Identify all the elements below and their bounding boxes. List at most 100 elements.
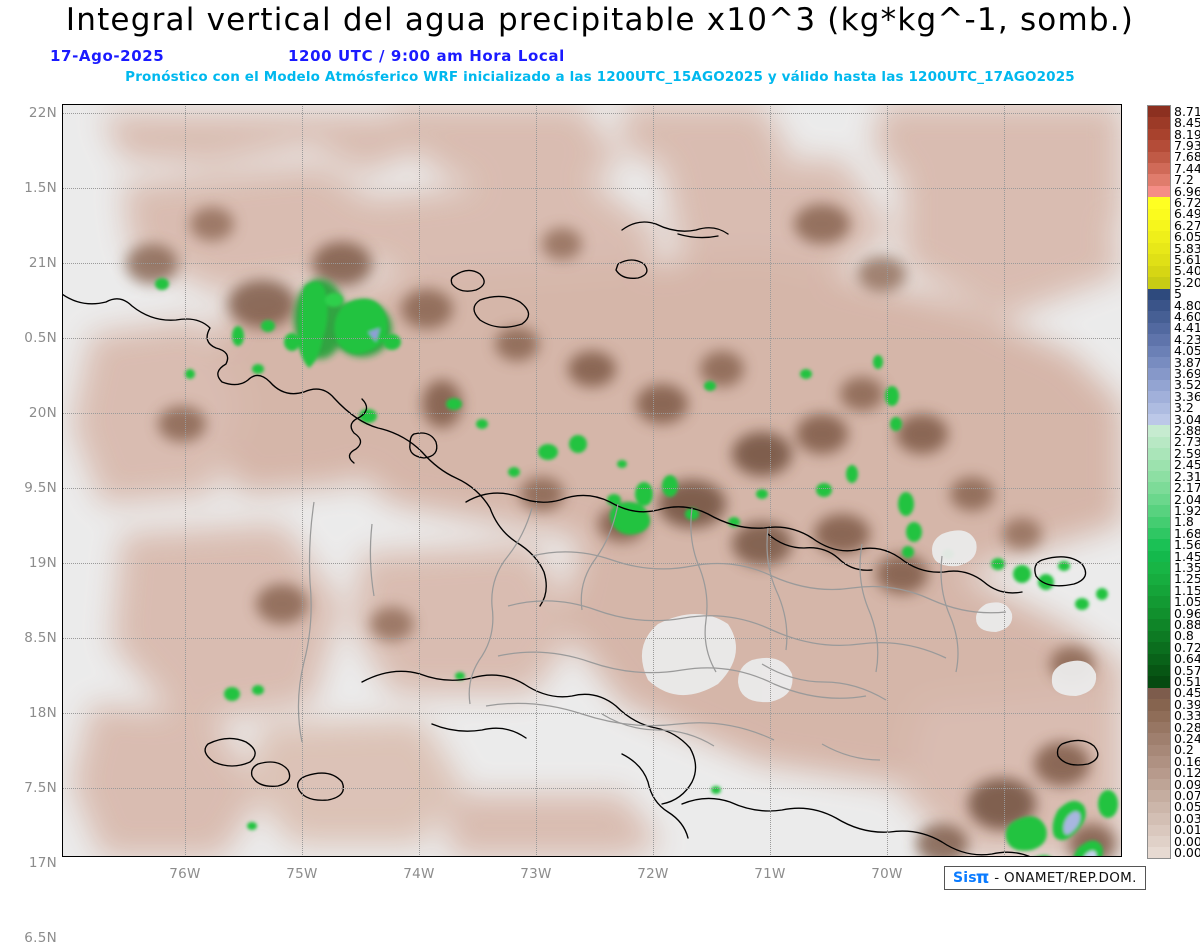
- colorbar-cell[interactable]: 4.418: [1148, 320, 1200, 335]
- colorbar-cell[interactable]: 0.002: [1148, 845, 1200, 860]
- colorbar[interactable]: 8.7128.458.1927.9387.6887.4427.26.9626.7…: [1148, 104, 1200, 860]
- gridline-horizontal: [62, 413, 1122, 414]
- colorbar-cell[interactable]: 0.288: [1148, 720, 1200, 735]
- colorbar-cell[interactable]: 1.8: [1148, 514, 1194, 529]
- colorbar-cell[interactable]: 5.408: [1148, 263, 1200, 278]
- map-plot-area[interactable]: [62, 104, 1122, 857]
- colorbar-tick-label: 1.682: [1174, 525, 1200, 541]
- colorbar-cell[interactable]: 0.072: [1148, 788, 1200, 803]
- colorbar-cell[interactable]: 8.712: [1148, 104, 1200, 119]
- colorbar-cell[interactable]: 0.882: [1148, 617, 1200, 632]
- colorbar-cell[interactable]: 0.45: [1148, 685, 1200, 700]
- gridline-vertical: [536, 104, 537, 857]
- colorbar-cell[interactable]: 2.048: [1148, 491, 1200, 506]
- colorbar-tick-label: 2.592: [1174, 445, 1200, 461]
- colorbar-tick-label: 3.362: [1174, 388, 1200, 404]
- colorbar-tick-label: 0.45: [1174, 685, 1200, 701]
- colorbar-cell[interactable]: 3.042: [1148, 412, 1200, 427]
- gridline-vertical: [1004, 104, 1005, 857]
- colorbar-tick-label: 0.578: [1174, 662, 1200, 678]
- colorbar-cell[interactable]: 0.162: [1148, 754, 1200, 769]
- colorbar-cell[interactable]: 1.352: [1148, 560, 1200, 575]
- colorbar-cell[interactable]: 7.442: [1148, 161, 1200, 176]
- y-axis-label: 1.5N: [24, 180, 57, 196]
- colorbar-cell[interactable]: 0.032: [1148, 811, 1200, 826]
- colorbar-cell[interactable]: 0.722: [1148, 640, 1200, 655]
- colorbar-cell[interactable]: 1.922: [1148, 503, 1200, 518]
- colorbar-cell[interactable]: 0.392: [1148, 697, 1200, 712]
- colorbar-cell[interactable]: 6.272: [1148, 218, 1200, 233]
- colorbar-cell[interactable]: 2.592: [1148, 446, 1200, 461]
- colorbar-cell[interactable]: 2.45: [1148, 457, 1200, 472]
- colorbar-cell[interactable]: 4.802: [1148, 298, 1200, 313]
- colorbar-tick-label: 1.8: [1174, 514, 1194, 530]
- colorbar-tick-label: 7.2: [1174, 172, 1194, 188]
- colorbar-tick-label: 0.072: [1174, 787, 1200, 803]
- colorbar-cell[interactable]: 2.738: [1148, 434, 1200, 449]
- colorbar-tick-label: 0.288: [1174, 719, 1200, 735]
- colorbar-cell[interactable]: 8.45: [1148, 115, 1200, 130]
- colorbar-cell[interactable]: 3.2: [1148, 400, 1194, 415]
- colorbar-cell[interactable]: 0.338: [1148, 708, 1200, 723]
- colorbar-cell[interactable]: 1.458: [1148, 548, 1200, 563]
- colorbar-cell[interactable]: 3.362: [1148, 389, 1200, 404]
- colorbar-cell[interactable]: 6.962: [1148, 183, 1200, 198]
- colorbar-tick-label: 6.962: [1174, 183, 1200, 199]
- y-axis-label: 19N: [28, 555, 57, 571]
- colorbar-cell[interactable]: 1.682: [1148, 526, 1200, 541]
- colorbar-tick-label: 1.352: [1174, 559, 1200, 575]
- y-axis-label: 18N: [28, 705, 57, 721]
- colorbar-cell[interactable]: 2.888: [1148, 423, 1200, 438]
- colorbar-tick-label: 8.45: [1174, 115, 1200, 131]
- colorbar-cell[interactable]: 8.192: [1148, 126, 1200, 141]
- colorbar-cell[interactable]: 6.498: [1148, 206, 1200, 221]
- colorbar-cell[interactable]: 0.05: [1148, 799, 1200, 814]
- colorbar-cell[interactable]: 0.018: [1148, 822, 1200, 837]
- colorbar-cell[interactable]: 7.688: [1148, 149, 1200, 164]
- colorbar-cell[interactable]: 1.25: [1148, 571, 1200, 586]
- colorbar-cell[interactable]: 0.098: [1148, 777, 1200, 792]
- colorbar-cell[interactable]: 0.578: [1148, 663, 1200, 678]
- gridline-horizontal: [62, 713, 1122, 714]
- colorbar-tick-label: 1.25: [1174, 571, 1200, 587]
- colorbar-cell[interactable]: 0.128: [1148, 765, 1200, 780]
- colorbar-cell[interactable]: 0.008: [1148, 834, 1200, 849]
- colorbar-cell[interactable]: 3.528: [1148, 377, 1200, 392]
- colorbar-cell[interactable]: 2.178: [1148, 480, 1200, 495]
- colorbar-tick-label: 0.8: [1174, 628, 1194, 644]
- colorbar-cell[interactable]: 4.05: [1148, 343, 1200, 358]
- colorbar-tick-label: 0.882: [1174, 616, 1200, 632]
- colorbar-cell[interactable]: 0.8: [1148, 628, 1194, 643]
- colorbar-cell[interactable]: 0.512: [1148, 674, 1200, 689]
- colorbar-tick-label: 2.738: [1174, 434, 1200, 450]
- forecast-time: 1200 UTC / 9:00 am Hora Local: [288, 47, 565, 65]
- colorbar-cell[interactable]: 5.832: [1148, 240, 1200, 255]
- colorbar-cell[interactable]: 5.618: [1148, 252, 1200, 267]
- colorbar-tick-label: 8.712: [1174, 103, 1200, 119]
- colorbar-tick-label: 0.008: [1174, 833, 1200, 849]
- colorbar-cell[interactable]: 3.698: [1148, 366, 1200, 381]
- forecast-date: 17-Ago-2025: [50, 47, 165, 65]
- colorbar-cell[interactable]: 2.312: [1148, 469, 1200, 484]
- colorbar-cell[interactable]: 4.608: [1148, 309, 1200, 324]
- colorbar-cell[interactable]: 6.05: [1148, 229, 1200, 244]
- colorbar-cell[interactable]: 1.058: [1148, 594, 1200, 609]
- x-axis-label: 72W: [637, 866, 669, 882]
- colorbar-cell[interactable]: 5: [1148, 286, 1182, 301]
- colorbar-cell[interactable]: 4.232: [1148, 332, 1200, 347]
- colorbar-cell[interactable]: 0.242: [1148, 731, 1200, 746]
- colorbar-tick-label: 0.002: [1174, 845, 1200, 861]
- colorbar-cell[interactable]: 7.938: [1148, 138, 1200, 153]
- colorbar-cell[interactable]: 5.202: [1148, 275, 1200, 290]
- colorbar-cell[interactable]: 1.152: [1148, 583, 1200, 598]
- colorbar-cell[interactable]: 3.872: [1148, 355, 1200, 370]
- gridline-vertical: [419, 104, 420, 857]
- colorbar-cell[interactable]: 7.2: [1148, 172, 1194, 187]
- colorbar-cell[interactable]: 1.568: [1148, 537, 1200, 552]
- colorbar-tick-label: 0.338: [1174, 708, 1200, 724]
- colorbar-cell[interactable]: 0.648: [1148, 651, 1200, 666]
- y-axis-label: 8.5N: [24, 630, 57, 646]
- colorbar-cell[interactable]: 0.2: [1148, 742, 1194, 757]
- colorbar-cell[interactable]: 0.968: [1148, 605, 1200, 620]
- colorbar-cell[interactable]: 6.728: [1148, 195, 1200, 210]
